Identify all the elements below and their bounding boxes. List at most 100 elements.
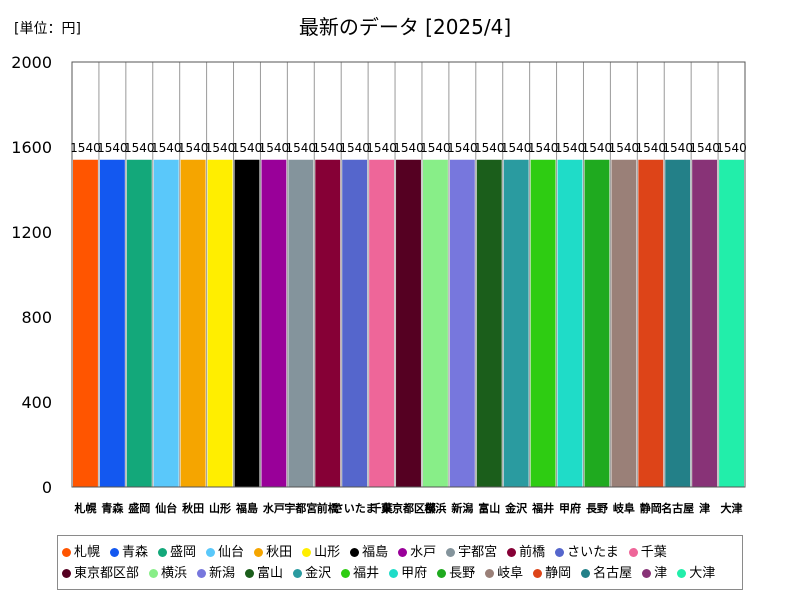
bar bbox=[126, 159, 152, 487]
bar-chart: [単位：円] 最新のデータ [2025/4] 15401540154015401… bbox=[11, 15, 747, 515]
legend-marker bbox=[293, 569, 303, 578]
value-label: 1540 bbox=[420, 141, 451, 155]
value-label: 1540 bbox=[339, 141, 370, 155]
value-label: 1540 bbox=[716, 141, 747, 155]
x-tick-label: 仙台 bbox=[155, 501, 177, 515]
x-tick-label: 金沢 bbox=[504, 501, 528, 515]
x-tick-label: 新潟 bbox=[451, 501, 473, 515]
legend-marker bbox=[555, 548, 565, 557]
legend-item: 大津 bbox=[677, 567, 715, 580]
x-tick-label: 青森 bbox=[101, 501, 124, 515]
x-tick-label: 津 bbox=[699, 501, 710, 515]
value-label: 1540 bbox=[205, 141, 236, 155]
value-label: 1540 bbox=[312, 141, 343, 155]
legend-label: 札幌 bbox=[74, 545, 101, 560]
bar bbox=[342, 159, 368, 487]
legend-item: さいたま bbox=[555, 546, 619, 559]
legend-label: 福井 bbox=[353, 566, 380, 581]
bar bbox=[396, 159, 421, 487]
bar bbox=[719, 159, 744, 487]
legend-item: 福井 bbox=[341, 567, 379, 580]
legend-item: 金沢 bbox=[293, 567, 331, 580]
legend-marker bbox=[158, 548, 168, 557]
value-label: 1540 bbox=[124, 141, 155, 155]
legend-marker bbox=[446, 548, 456, 557]
legend-marker bbox=[62, 548, 71, 557]
legend-label: 岐阜 bbox=[497, 566, 524, 581]
value-label: 1540 bbox=[366, 141, 397, 155]
legend-item: 千葉 bbox=[628, 545, 667, 560]
x-tick-label: 横浜 bbox=[424, 501, 446, 515]
legend-marker bbox=[245, 569, 255, 578]
legend-label: 仙台 bbox=[218, 545, 245, 560]
value-label: 1540 bbox=[662, 141, 693, 155]
legend-item: 盛岡 bbox=[158, 546, 196, 559]
x-tick-label: 名古屋 bbox=[661, 501, 694, 515]
legend-marker bbox=[581, 569, 591, 578]
legend-label: 盛岡 bbox=[170, 545, 197, 560]
bar bbox=[288, 159, 314, 487]
x-tick-label: 千葉 bbox=[371, 501, 394, 515]
legend-label: 千葉 bbox=[640, 545, 667, 560]
x-tick-label: 岐阜 bbox=[613, 501, 635, 515]
legend-label: 長野 bbox=[449, 566, 476, 581]
x-tick-label: 静岡 bbox=[640, 501, 662, 515]
legend-item: 東京都区部 bbox=[62, 567, 139, 580]
legend-item: 甲府 bbox=[389, 567, 427, 580]
legend-row: 東京都区部 横浜 新潟 富山 金沢 福井 甲府 長野 岐阜 静岡 名古屋 津 大津 bbox=[58, 563, 742, 584]
legend-item: 長野 bbox=[437, 567, 475, 580]
bar bbox=[234, 159, 260, 487]
legend-label: 甲府 bbox=[401, 566, 428, 581]
legend-label: 山形 bbox=[314, 545, 341, 560]
x-tick-label: 秋田 bbox=[182, 501, 204, 515]
value-label: 1540 bbox=[151, 141, 182, 155]
value-label: 1540 bbox=[178, 141, 209, 155]
legend-label: 前橋 bbox=[519, 545, 546, 560]
x-tick-label: 東京都区部 bbox=[381, 501, 436, 515]
x-tick-label: 札幌 bbox=[73, 501, 96, 515]
x-tick-label: 盛岡 bbox=[128, 501, 150, 515]
value-label: 1540 bbox=[232, 141, 263, 155]
legend-item: 岐阜 bbox=[485, 567, 523, 580]
legend-label: 東京都区部 bbox=[74, 566, 140, 581]
legend-marker bbox=[642, 569, 652, 578]
legend-label: さいたま bbox=[567, 545, 619, 560]
x-tick-label: 大津 bbox=[721, 501, 743, 515]
legend-row: 札幌 青森 盛岡 仙台 秋田 山形 福島 水戸 宇都宮 前橋 さいたま 千葉 bbox=[58, 542, 742, 563]
legend-label: 横浜 bbox=[161, 566, 188, 581]
plot-frame bbox=[71, 61, 746, 488]
plot-border bbox=[71, 61, 746, 488]
y-axis-ticks: 0 400 800 1200 1600 2000 bbox=[11, 53, 52, 497]
legend-marker bbox=[110, 548, 120, 557]
bar bbox=[153, 159, 179, 487]
x-tick-label: 長野 bbox=[586, 502, 608, 515]
legend-marker bbox=[507, 548, 517, 557]
legend-label: 金沢 bbox=[305, 566, 332, 581]
bar bbox=[476, 159, 502, 487]
legend-item: 秋田 bbox=[254, 546, 292, 559]
x-tick-label: 甲府 bbox=[559, 501, 581, 515]
value-label: 1540 bbox=[474, 141, 505, 155]
chart-title: 最新のデータ [2025/4] bbox=[299, 15, 511, 39]
y-tick-label: 1600 bbox=[11, 138, 52, 157]
bar bbox=[99, 159, 125, 487]
value-label: 1540 bbox=[70, 141, 101, 155]
legend-marker bbox=[350, 548, 360, 557]
legend-item: 仙台 bbox=[206, 546, 244, 559]
value-label: 1540 bbox=[636, 141, 667, 155]
bar bbox=[611, 159, 637, 487]
y-tick-label: 0 bbox=[42, 478, 52, 497]
legend-marker bbox=[197, 569, 207, 578]
bar bbox=[503, 159, 529, 487]
bar bbox=[261, 159, 287, 487]
bar bbox=[584, 159, 610, 487]
bar bbox=[530, 159, 556, 487]
legend-label: 津 bbox=[654, 566, 668, 581]
unit-label: [単位：円] bbox=[14, 21, 81, 37]
legend-marker bbox=[398, 548, 408, 557]
x-tick-label: 宇都宮 bbox=[284, 501, 317, 515]
x-tick-label: 富山 bbox=[478, 501, 500, 515]
legend-label: 福島 bbox=[362, 545, 389, 560]
x-tick-label: さいたま bbox=[333, 502, 377, 515]
